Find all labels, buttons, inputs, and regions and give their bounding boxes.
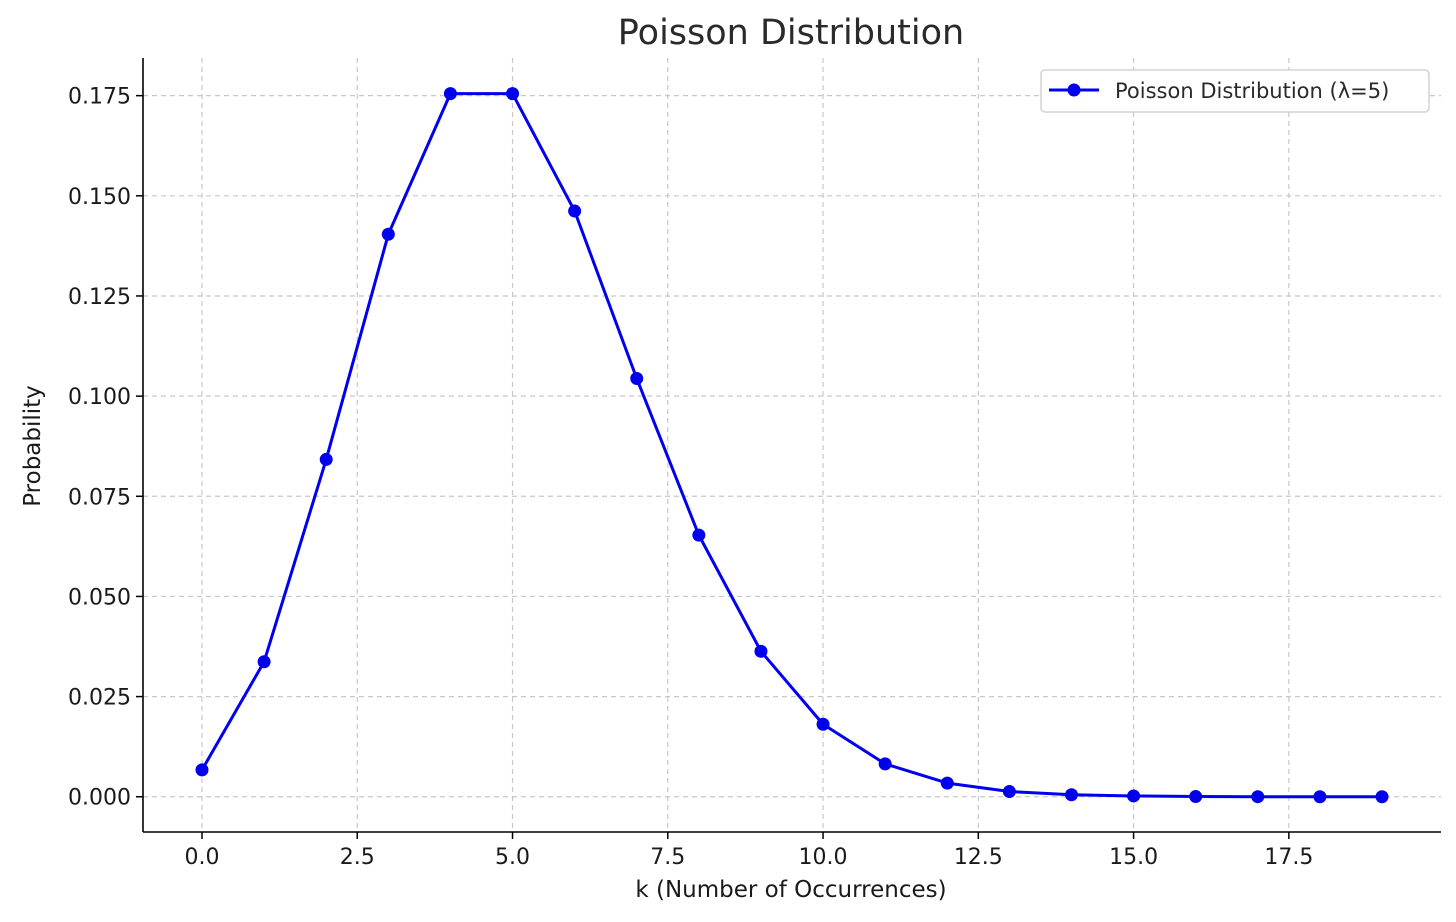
data-point: [195, 763, 209, 777]
data-point: [1127, 789, 1141, 803]
y-tick-label: 0.125: [68, 285, 131, 310]
x-tick-label: 5.0: [495, 845, 530, 870]
x-axis-label: k (Number of Occurrences): [635, 877, 946, 903]
series-layer: [195, 87, 1389, 804]
data-point: [1189, 790, 1203, 804]
x-tick-label: 15.0: [1109, 845, 1158, 870]
data-point: [506, 87, 520, 101]
y-tick-label: 0.050: [68, 585, 131, 610]
series-line: [200, 92, 1383, 799]
legend-label: Poisson Distribution (λ=5): [1115, 79, 1389, 103]
axes: [136, 58, 1441, 839]
data-point: [754, 644, 768, 658]
y-tick-label: 0.075: [68, 485, 131, 510]
y-axis-label: Probability: [20, 385, 46, 507]
data-point: [381, 227, 395, 241]
data-point: [878, 757, 892, 771]
x-tick-label: 0.0: [185, 845, 220, 870]
data-point: [443, 87, 457, 101]
data-point: [1313, 790, 1327, 804]
data-point: [692, 528, 706, 542]
data-point: [319, 452, 333, 466]
legend-box: [1040, 69, 1430, 113]
legend: Poisson Distribution (λ=5): [1040, 69, 1430, 113]
chart-title: Poisson Distribution: [618, 13, 964, 53]
x-tick-label: 2.5: [340, 845, 375, 870]
x-tick-label: 17.5: [1264, 845, 1313, 870]
data-point: [1064, 788, 1078, 802]
y-tick-label: 0.150: [68, 185, 131, 210]
tick-labels: 0.0 2.5 5.0 7.5 10.0 12.5 15.0 17.5 0.000 0.025 0.…: [68, 85, 1313, 870]
x-tick-label: 12.5: [954, 845, 1003, 870]
data-point: [257, 655, 271, 669]
y-tick-label: 0.175: [68, 85, 131, 110]
data-point: [1375, 790, 1389, 804]
x-tick-label: 7.5: [650, 845, 685, 870]
y-tick-label: 0.025: [68, 686, 131, 711]
data-point: [568, 204, 582, 218]
legend-marker-swatch: [1067, 83, 1081, 97]
data-point: [940, 776, 954, 790]
data-point: [1251, 790, 1265, 804]
data-point: [1002, 785, 1016, 799]
x-tick-label: 10.0: [799, 845, 848, 870]
data-point: [816, 717, 830, 731]
y-tick-label: 0.100: [68, 385, 131, 410]
grid-lines: [143, 58, 1441, 832]
data-point: [630, 371, 644, 385]
y-tick-label: 0.000: [68, 786, 131, 811]
